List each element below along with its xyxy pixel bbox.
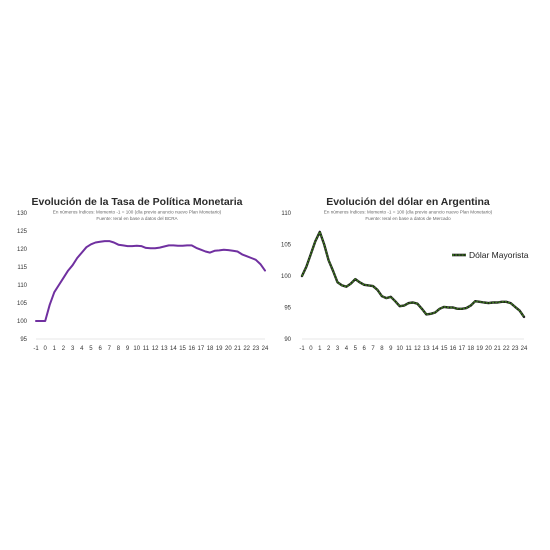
tasa-y-tick-label: 125: [17, 229, 28, 235]
tasa-x-tick-label: 15: [179, 346, 186, 352]
tasa-y-tick-label: 95: [20, 337, 27, 343]
dolar-x-tick-label: 18: [467, 346, 474, 352]
dolar-y-tick-label: 95: [284, 306, 291, 312]
tasa-x-tick-label: 21: [234, 346, 241, 352]
tasa-x-tick-label: 9: [126, 346, 130, 352]
tasa-y-tick-label: 110: [17, 283, 27, 289]
tasa-x-tick-label: 8: [117, 346, 121, 352]
dolar-x-tick-label: 0: [309, 346, 313, 352]
dolar-x-tick-label: 16: [450, 346, 457, 352]
dolar-x-tick-label: 7: [371, 346, 375, 352]
tasa-x-tick-label: -1: [33, 346, 39, 352]
dolar-x-tick-label: 12: [414, 346, 421, 352]
tasa-x-tick-label: 5: [89, 346, 93, 352]
dolar-x-tick-label: 4: [345, 346, 349, 352]
tasa-series-line: [35, 240, 266, 322]
tasa-x-tick-label: 1: [53, 346, 57, 352]
tasa-x-tick-label: 20: [225, 346, 232, 352]
tasa-x-tick-label: 13: [161, 346, 168, 352]
tasa-x-tick-label: 2: [62, 346, 66, 352]
dolar-x-tick-label: 21: [494, 346, 501, 352]
tasa-chart-title: Evolución de la Tasa de Política Monetar…: [31, 196, 242, 208]
dolar-y-tick-label: 110: [281, 211, 291, 217]
tasa-x-tick-label: 17: [198, 346, 205, 352]
dolar-x-tick-label: 20: [485, 346, 492, 352]
dolar-y-tick-label: 105: [281, 243, 292, 249]
dolar-x-tick-label: 11: [405, 346, 412, 352]
tasa-x-tick-label: 16: [188, 346, 195, 352]
tasa-x-tick-label: 7: [108, 346, 112, 352]
tasa-y-tick-label: 100: [17, 319, 28, 325]
tasa-x-tick-label: 22: [243, 346, 250, 352]
dolar-x-tick-label: 5: [354, 346, 358, 352]
dolar-series-line-outline: [300, 230, 526, 319]
dolar-y-tick-label: 100: [281, 274, 292, 280]
tasa-chart-subtitle: En números índices: Momento -1 = 100 (dí…: [53, 210, 222, 215]
tasa-x-tick-label: 11: [143, 346, 150, 352]
tasa-x-tick-label: 23: [252, 346, 259, 352]
tasa-chart-source: Fuente: Ieral en base a datos del BCRA: [96, 216, 178, 221]
tasa-x-tick-label: 4: [80, 346, 84, 352]
tasa-x-tick-label: 19: [216, 346, 223, 352]
dolar-x-tick-label: 13: [423, 346, 430, 352]
dolar-chart-title: Evolución del dólar en Argentina: [326, 196, 490, 208]
tasa-x-tick-label: 3: [71, 346, 75, 352]
tasa-x-tick-label: 10: [133, 346, 140, 352]
dolar-chart-source: Fuente: Ieral en base a datos de Mercado: [365, 216, 451, 221]
dolar-x-tick-label: -1: [299, 346, 305, 352]
dolar-x-tick-label: 10: [396, 346, 403, 352]
dolar-chart-subtitle: En números índices: Momento -1 = 100 (dí…: [324, 210, 493, 215]
dolar-x-tick-label: 22: [503, 346, 510, 352]
dolar-y-tick-label: 90: [284, 337, 291, 343]
dolar-series-line: [301, 231, 525, 318]
dolar-x-tick-label: 9: [389, 346, 393, 352]
dolar-x-tick-label: 1: [318, 346, 322, 352]
tasa-x-tick-label: 0: [43, 346, 47, 352]
dolar-x-tick-label: 2: [327, 346, 331, 352]
dolar-x-tick-label: 3: [336, 346, 340, 352]
tasa-y-tick-label: 115: [17, 265, 27, 271]
tasa-x-tick-label: 12: [152, 346, 159, 352]
dolar-x-tick-label: 17: [458, 346, 465, 352]
tasa-x-tick-label: 18: [207, 346, 214, 352]
tasa-y-tick-label: 120: [17, 247, 28, 253]
dolar-x-tick-label: 15: [441, 346, 448, 352]
legend-label: Dólar Mayorista: [469, 250, 529, 260]
tasa-x-tick-label: 14: [170, 346, 177, 352]
dolar-x-tick-label: 19: [476, 346, 483, 352]
dolar-x-tick-label: 24: [521, 346, 528, 352]
dolar-x-tick-label: 6: [362, 346, 366, 352]
tasa-y-tick-label: 130: [17, 211, 28, 217]
tasa-x-tick-label: 24: [262, 346, 269, 352]
dolar-x-tick-label: 14: [432, 346, 439, 352]
tasa-x-tick-label: 6: [98, 346, 102, 352]
dolar-x-tick-label: 23: [512, 346, 519, 352]
tasa-y-tick-label: 105: [17, 301, 28, 307]
dolar-x-tick-label: 8: [380, 346, 384, 352]
